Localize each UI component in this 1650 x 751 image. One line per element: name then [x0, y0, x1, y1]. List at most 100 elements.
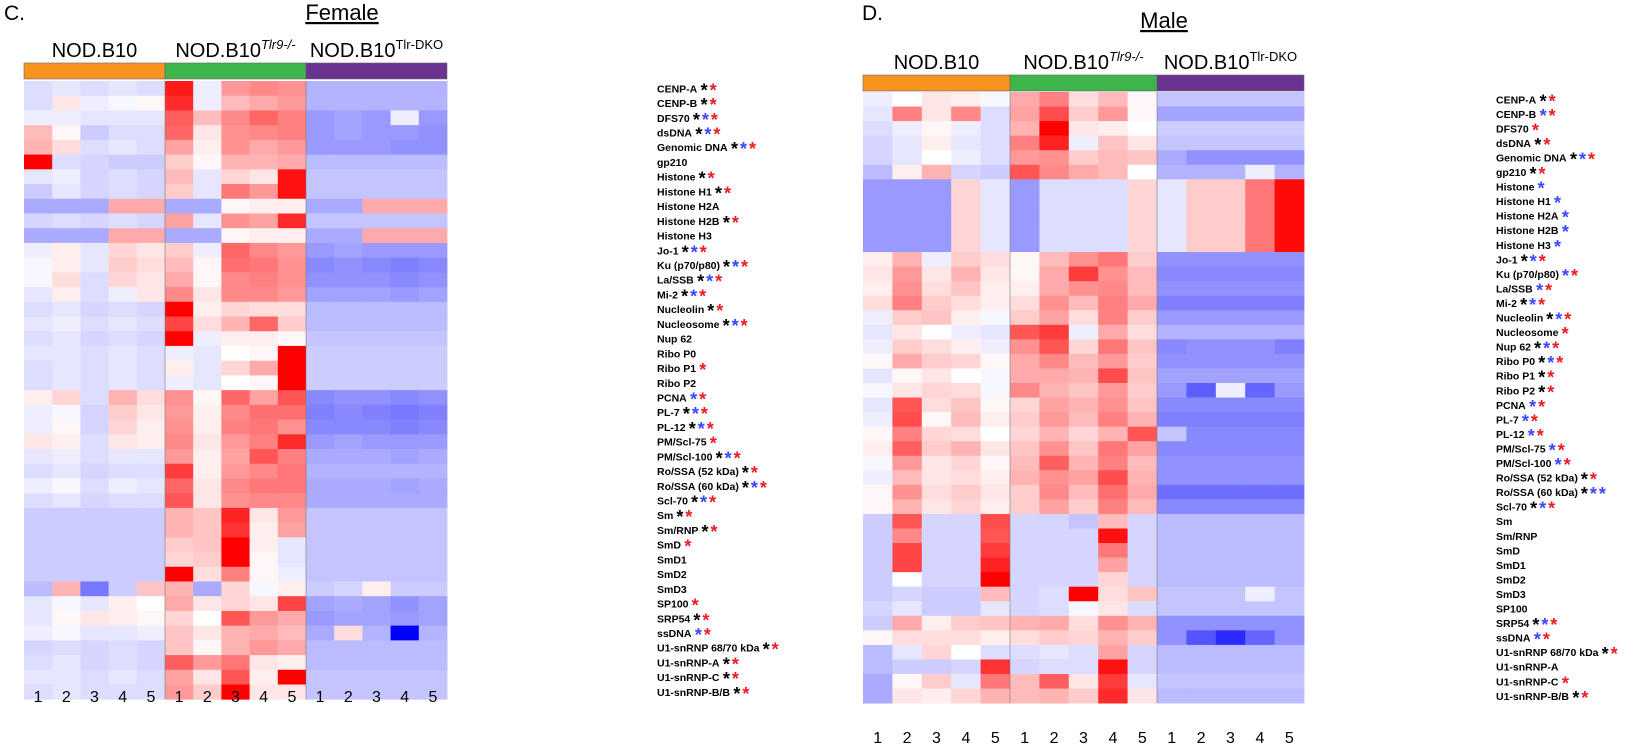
- heatmap-cell: [921, 92, 952, 107]
- heatmap-cell: [1186, 368, 1217, 384]
- heatmap-cell: [108, 640, 138, 656]
- heatmap-cell: [1010, 470, 1040, 486]
- heatmap-cell: [980, 557, 1011, 573]
- significance-star-red: *: [713, 125, 720, 145]
- heatmap-cell: [362, 419, 391, 435]
- heatmap-cell: [892, 135, 923, 151]
- heatmap-cell: [52, 287, 81, 303]
- heatmap-cell: [80, 596, 109, 612]
- heatmap-cell: [24, 581, 53, 597]
- heatmap-cell: [1157, 528, 1187, 544]
- heatmap-cell: [165, 669, 194, 685]
- heatmap-cell: [221, 184, 250, 200]
- heatmap-cell: [1039, 252, 1070, 267]
- heatmap-cell: [921, 586, 952, 602]
- group-label: NOD.B10Tlr-DKO: [310, 37, 443, 62]
- heatmap-cell: [1039, 295, 1070, 311]
- row-label: SmD1: [1496, 560, 1526, 572]
- heatmap-cell: [249, 449, 279, 465]
- heatmap-cell: [362, 655, 391, 671]
- heatmap-cell: [80, 493, 109, 509]
- heatmap-cell: [1127, 281, 1158, 297]
- group-bar-2: [1009, 74, 1158, 92]
- significance-star-black: *: [733, 684, 740, 704]
- row-label: SmD2: [657, 569, 687, 581]
- significance-star-black: *: [681, 286, 688, 306]
- heatmap-cell: [277, 640, 307, 656]
- heatmap-cell: [1274, 674, 1305, 689]
- row-label: U1-snRNP 68/70 kDa: [657, 643, 760, 655]
- mouse-number-label: 3: [231, 689, 240, 706]
- significance-star-red: *: [1564, 310, 1571, 330]
- significance-star-black: *: [701, 522, 708, 542]
- heatmap-cell: [1010, 426, 1040, 442]
- heatmap-cell: [221, 316, 250, 332]
- heatmap-cell: [418, 434, 448, 450]
- heatmap-cell: [306, 684, 335, 700]
- heatmap-cell: [306, 419, 335, 435]
- heatmap-cell: [1245, 339, 1275, 355]
- significance-star-black: *: [1520, 295, 1527, 315]
- heatmap-cell: [1215, 572, 1246, 588]
- heatmap-cell: [1127, 310, 1158, 326]
- heatmap-cell: [1127, 615, 1158, 631]
- heatmap-cell: [1039, 528, 1070, 544]
- heatmap-cell: [1274, 484, 1305, 500]
- heatmap-cell: [249, 419, 279, 435]
- significance-star-black: *: [707, 301, 714, 321]
- heatmap-cell: [951, 193, 981, 209]
- heatmap-cell: [921, 135, 952, 151]
- heatmap-cell: [951, 281, 981, 297]
- heatmap-cell: [80, 110, 109, 126]
- heatmap-cell: [80, 684, 109, 700]
- heatmap-cell: [1068, 281, 1099, 297]
- heatmap-cell: [334, 184, 363, 200]
- mouse-number-label: 2: [1197, 730, 1206, 746]
- heatmap-cell: [1215, 222, 1246, 238]
- heatmap-cell: [1186, 92, 1217, 107]
- heatmap-cell: [334, 625, 363, 641]
- heatmap-cell: [221, 375, 250, 391]
- heatmap-cell: [362, 390, 391, 406]
- heatmap-cell: [1039, 237, 1070, 253]
- heatmap-cell: [1068, 441, 1099, 457]
- heatmap-cell: [306, 404, 335, 420]
- heatmap-cell: [221, 434, 250, 450]
- heatmap-cell: [249, 110, 279, 126]
- heatmap-cell: [921, 426, 952, 442]
- significance-star-black: *: [1581, 484, 1588, 504]
- group-label: NOD.B10Tlr9-/-: [175, 37, 296, 62]
- heatmap-cell: [892, 121, 923, 137]
- heatmap-cell: [24, 301, 53, 317]
- row-label: Ro/SSA (60 kDa): [1496, 487, 1578, 499]
- heatmap-cell: [418, 449, 448, 465]
- significance-star-black: *: [1602, 644, 1609, 664]
- heatmap-cell: [418, 463, 448, 479]
- heatmap-cell: [52, 610, 81, 627]
- heatmap-cell: [24, 537, 53, 553]
- row-label: CENP-B: [1496, 109, 1537, 121]
- heatmap-cell: [1274, 513, 1305, 529]
- heatmap-cell: [390, 198, 420, 214]
- heatmap-cell: [165, 566, 194, 582]
- significance-star-blue: *: [706, 272, 713, 292]
- heatmap-cell: [1098, 644, 1128, 660]
- heatmap-cell: [277, 301, 307, 317]
- heatmap-cell: [1245, 499, 1275, 515]
- heatmap-cell: [249, 375, 279, 391]
- heatmap-cell: [418, 640, 448, 656]
- significance-star-red: *: [709, 493, 716, 513]
- heatmap-cell: [1098, 674, 1128, 689]
- significance-star-blue: *: [1529, 397, 1536, 417]
- heatmap-cell: [892, 179, 923, 195]
- heatmap-cell: [80, 198, 109, 214]
- heatmap-cell: [1274, 383, 1305, 398]
- row-label: PCNA: [1496, 400, 1526, 412]
- significance-star-red: *: [732, 213, 739, 233]
- row-label: U1-snRNP-B/B: [657, 687, 730, 699]
- heatmap-cell: [334, 198, 363, 214]
- significance-star-red: *: [772, 640, 779, 660]
- heatmap-cell: [306, 537, 335, 553]
- heatmap-cell: [1245, 295, 1275, 311]
- heatmap-cell: [277, 419, 307, 435]
